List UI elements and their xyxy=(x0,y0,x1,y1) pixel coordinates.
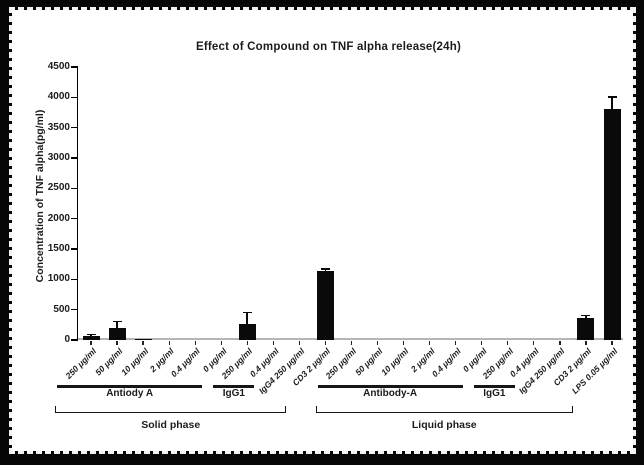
x-tick xyxy=(481,341,483,345)
x-tick xyxy=(220,341,222,345)
y-tick xyxy=(71,339,78,341)
phase-bracket xyxy=(55,406,287,413)
x-tick xyxy=(402,341,405,345)
group-label: IgG1 xyxy=(483,388,506,399)
error-bar-line xyxy=(246,311,249,325)
bar xyxy=(238,323,256,340)
y-tick xyxy=(71,187,78,190)
error-bar-line xyxy=(585,314,587,320)
chart-page: Effect of Compound on TNF alpha release(… xyxy=(9,7,636,454)
x-tick xyxy=(324,341,327,345)
x-tick xyxy=(116,341,118,345)
y-tick xyxy=(71,157,78,159)
chart-title: Effect of Compound on TNF alpha release(… xyxy=(195,41,462,53)
y-tick-label: 1500 xyxy=(47,243,70,254)
group-label: Antiody A xyxy=(106,388,154,399)
x-tick xyxy=(429,341,431,345)
x-tick xyxy=(350,341,353,345)
x-axis-baseline xyxy=(78,338,623,340)
x-tick xyxy=(168,341,170,345)
x-tick-label: 250 μg/ml xyxy=(63,346,99,381)
y-tick-label: 4000 xyxy=(47,91,70,103)
y-tick xyxy=(71,308,78,311)
x-tick xyxy=(90,341,92,345)
plot-area: 0 500 1000 1500 2000 2500 3000 3500 4000 4500 250 … xyxy=(48,61,623,396)
bar xyxy=(82,336,100,340)
group-label: IgG1 xyxy=(222,388,245,399)
y-tick xyxy=(71,126,78,129)
x-tick xyxy=(142,341,144,345)
y-axis-label: Concentration of TNF alpha(pg/ml) xyxy=(34,109,46,283)
error-bar-line xyxy=(116,320,118,330)
phase-label: Liquid phase xyxy=(411,419,477,431)
y-tick-label: 0 xyxy=(64,334,70,345)
group-label: Antibody-A xyxy=(363,388,418,399)
x-tick xyxy=(533,341,535,345)
x-tick-label: 50 μg/ml xyxy=(353,346,385,378)
bar xyxy=(134,339,152,340)
y-tick-label: 3000 xyxy=(47,152,70,163)
x-tick xyxy=(585,341,587,345)
error-bar-cap xyxy=(242,311,252,314)
y-tick-label: 2500 xyxy=(47,182,70,194)
x-tick xyxy=(298,341,301,345)
y-tick xyxy=(71,217,78,220)
y-tick-label: 2000 xyxy=(47,212,70,224)
x-tick-label: 10 μg/ml xyxy=(379,346,411,378)
group-underline xyxy=(317,385,463,388)
y-tick-label: 3500 xyxy=(47,121,70,133)
y-tick-label: 4500 xyxy=(47,61,70,72)
error-bar-line xyxy=(90,333,92,338)
error-bar-cap xyxy=(112,320,122,323)
y-tick-label: 500 xyxy=(53,303,70,315)
x-tick xyxy=(611,341,613,345)
y-tick-label: 1000 xyxy=(47,273,70,285)
error-bar-cap xyxy=(86,333,96,336)
error-bar-line xyxy=(611,96,613,111)
x-tick xyxy=(194,341,196,345)
x-tick xyxy=(246,341,248,345)
y-tick xyxy=(71,66,78,68)
x-tick xyxy=(272,341,274,345)
x-tick xyxy=(507,341,509,345)
error-bar-cap xyxy=(581,314,591,317)
y-tick xyxy=(71,96,78,99)
phase-bracket xyxy=(315,406,573,413)
error-bar-cap xyxy=(607,96,617,98)
x-tick-label: 50 μg/ml xyxy=(92,346,125,378)
group-underline xyxy=(213,385,255,388)
bar xyxy=(577,318,595,340)
bar xyxy=(316,270,334,340)
y-tick xyxy=(71,248,78,250)
bar xyxy=(108,328,126,340)
bar xyxy=(603,109,621,340)
x-tick xyxy=(559,341,561,345)
phase-label: Solid phase xyxy=(141,419,201,431)
x-tick xyxy=(455,341,457,345)
x-tick xyxy=(376,341,379,345)
error-bar-cap xyxy=(320,268,330,271)
group-underline xyxy=(473,385,515,388)
group-underline xyxy=(57,385,203,388)
y-tick xyxy=(71,278,78,281)
x-tick-label: 10 μg/ml xyxy=(118,346,151,378)
